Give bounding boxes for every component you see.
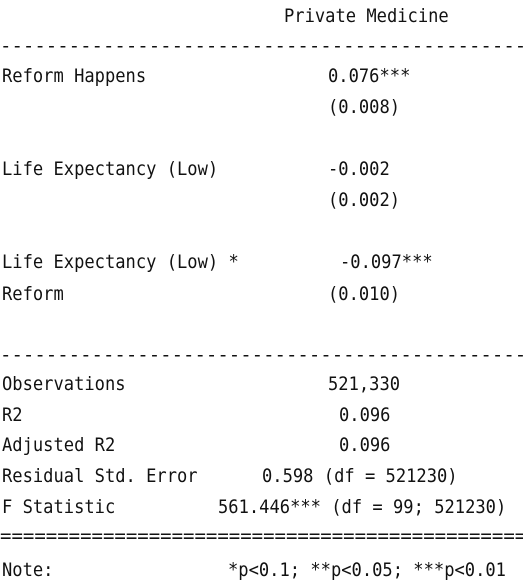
stat-label-r2: R2 xyxy=(2,404,23,426)
coef-interaction: -0.097*** xyxy=(340,251,433,273)
stat-value-observations: 521,330 xyxy=(328,373,401,395)
stat-value-residual-std-error: 0.598 (df = 521230) xyxy=(262,465,458,487)
row-label-interaction: Life Expectancy (Low) * xyxy=(2,251,239,273)
note-text: *p<0.1; **p<0.05; ***p<0.01 xyxy=(228,559,506,581)
stat-value-f-statistic: 561.446*** (df = 99; 521230) xyxy=(218,496,507,518)
se-interaction: (0.010) xyxy=(328,283,401,305)
middle-rule: ----------------------------------------… xyxy=(0,344,523,366)
se-life-expectancy-low: (0.002) xyxy=(328,189,401,211)
top-rule: ----------------------------------------… xyxy=(0,35,523,57)
row-label-life-expectancy-low: Life Expectancy (Low) xyxy=(2,158,219,180)
se-reform-happens: (0.008) xyxy=(328,96,401,118)
row-label-reform-happens: Reform Happens xyxy=(2,65,147,87)
note-label: Note: xyxy=(2,559,54,581)
stat-value-r2: 0.096 xyxy=(339,404,391,426)
stat-value-adjusted-r2: 0.096 xyxy=(339,434,391,456)
stat-label-residual-std-error: Residual Std. Error xyxy=(2,465,198,487)
coef-reform-happens: 0.076*** xyxy=(328,65,411,87)
column-header: Private Medicine xyxy=(284,5,449,27)
coef-life-expectancy-low: -0.002 xyxy=(328,158,390,180)
stat-label-f-statistic: F Statistic xyxy=(2,496,116,518)
stat-label-observations: Observations xyxy=(2,373,126,395)
bottom-rule: ========================================… xyxy=(0,525,523,547)
stat-label-adjusted-r2: Adjusted R2 xyxy=(2,434,116,456)
row-label-interaction-line2: Reform xyxy=(2,283,64,305)
